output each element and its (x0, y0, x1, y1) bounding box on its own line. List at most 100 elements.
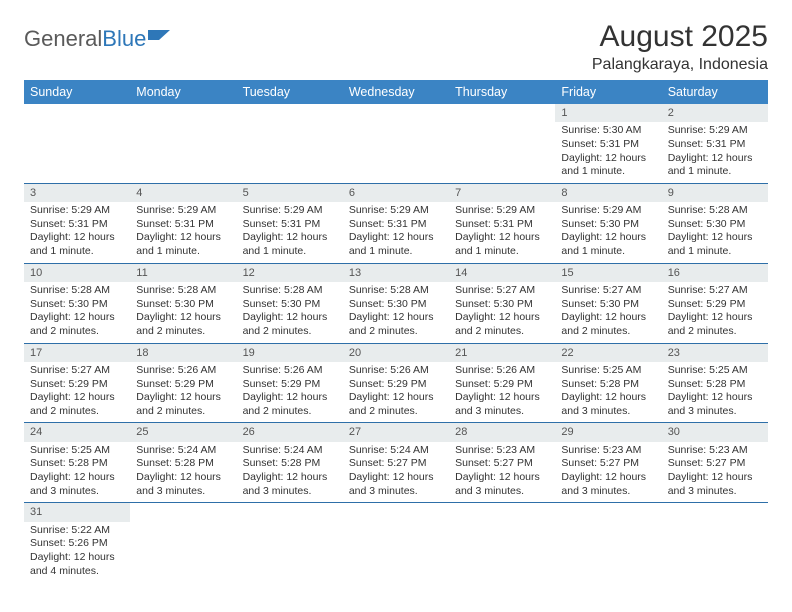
day-header: Monday (130, 80, 236, 104)
calendar-cell (24, 104, 130, 183)
day-number: 16 (662, 264, 768, 282)
day-details: Sunrise: 5:25 AMSunset: 5:28 PMDaylight:… (555, 362, 661, 423)
day-details: Sunrise: 5:29 AMSunset: 5:31 PMDaylight:… (130, 202, 236, 263)
calendar-cell: 16Sunrise: 5:27 AMSunset: 5:29 PMDayligh… (662, 263, 768, 343)
day-number: 6 (343, 184, 449, 202)
daylight-text: Daylight: 12 hours and 1 minute. (668, 231, 762, 258)
calendar-cell (449, 503, 555, 582)
calendar-cell: 6Sunrise: 5:29 AMSunset: 5:31 PMDaylight… (343, 183, 449, 263)
calendar-cell: 14Sunrise: 5:27 AMSunset: 5:30 PMDayligh… (449, 263, 555, 343)
calendar-cell (237, 104, 343, 183)
sunset-text: Sunset: 5:31 PM (561, 138, 655, 152)
sunset-text: Sunset: 5:28 PM (30, 457, 124, 471)
sunrise-text: Sunrise: 5:27 AM (668, 284, 762, 298)
daylight-text: Daylight: 12 hours and 1 minute. (243, 231, 337, 258)
sunset-text: Sunset: 5:30 PM (561, 298, 655, 312)
calendar-cell: 5Sunrise: 5:29 AMSunset: 5:31 PMDaylight… (237, 183, 343, 263)
daylight-text: Daylight: 12 hours and 2 minutes. (30, 311, 124, 338)
sunrise-text: Sunrise: 5:24 AM (136, 444, 230, 458)
day-number-empty (130, 104, 236, 122)
day-details: Sunrise: 5:22 AMSunset: 5:26 PMDaylight:… (24, 522, 130, 583)
sunrise-text: Sunrise: 5:26 AM (243, 364, 337, 378)
calendar-cell: 29Sunrise: 5:23 AMSunset: 5:27 PMDayligh… (555, 423, 661, 503)
sunset-text: Sunset: 5:31 PM (455, 218, 549, 232)
sunset-text: Sunset: 5:30 PM (561, 218, 655, 232)
day-number-empty (343, 104, 449, 122)
sunset-text: Sunset: 5:29 PM (136, 378, 230, 392)
calendar-cell: 18Sunrise: 5:26 AMSunset: 5:29 PMDayligh… (130, 343, 236, 423)
sunrise-text: Sunrise: 5:29 AM (30, 204, 124, 218)
day-number: 12 (237, 264, 343, 282)
sunset-text: Sunset: 5:31 PM (243, 218, 337, 232)
sunrise-text: Sunrise: 5:28 AM (136, 284, 230, 298)
sunset-text: Sunset: 5:30 PM (136, 298, 230, 312)
day-header: Sunday (24, 80, 130, 104)
daylight-text: Daylight: 12 hours and 1 minute. (136, 231, 230, 258)
sunset-text: Sunset: 5:29 PM (455, 378, 549, 392)
daylight-text: Daylight: 12 hours and 3 minutes. (243, 471, 337, 498)
header: GeneralBlue August 2025 Palangkaraya, In… (24, 20, 768, 74)
sunrise-text: Sunrise: 5:23 AM (455, 444, 549, 458)
day-details: Sunrise: 5:24 AMSunset: 5:28 PMDaylight:… (237, 442, 343, 503)
calendar-cell: 7Sunrise: 5:29 AMSunset: 5:31 PMDaylight… (449, 183, 555, 263)
sunrise-text: Sunrise: 5:26 AM (136, 364, 230, 378)
sunrise-text: Sunrise: 5:27 AM (561, 284, 655, 298)
daylight-text: Daylight: 12 hours and 2 minutes. (30, 391, 124, 418)
calendar-header-row: Sunday Monday Tuesday Wednesday Thursday… (24, 80, 768, 104)
calendar-cell: 21Sunrise: 5:26 AMSunset: 5:29 PMDayligh… (449, 343, 555, 423)
daylight-text: Daylight: 12 hours and 1 minute. (561, 152, 655, 179)
day-number: 26 (237, 423, 343, 441)
day-number-empty (555, 503, 661, 521)
sunset-text: Sunset: 5:31 PM (30, 218, 124, 232)
sunrise-text: Sunrise: 5:28 AM (30, 284, 124, 298)
sunrise-text: Sunrise: 5:29 AM (243, 204, 337, 218)
daylight-text: Daylight: 12 hours and 2 minutes. (561, 311, 655, 338)
calendar-cell (555, 503, 661, 582)
day-number: 2 (662, 104, 768, 122)
day-header: Wednesday (343, 80, 449, 104)
daylight-text: Daylight: 12 hours and 3 minutes. (668, 471, 762, 498)
calendar-cell (130, 503, 236, 582)
sunrise-text: Sunrise: 5:26 AM (455, 364, 549, 378)
sunset-text: Sunset: 5:26 PM (30, 537, 124, 551)
day-header: Saturday (662, 80, 768, 104)
day-number: 10 (24, 264, 130, 282)
sunrise-text: Sunrise: 5:24 AM (243, 444, 337, 458)
day-details: Sunrise: 5:30 AMSunset: 5:31 PMDaylight:… (555, 122, 661, 183)
day-details: Sunrise: 5:26 AMSunset: 5:29 PMDaylight:… (130, 362, 236, 423)
day-header: Friday (555, 80, 661, 104)
calendar-cell: 12Sunrise: 5:28 AMSunset: 5:30 PMDayligh… (237, 263, 343, 343)
calendar-cell: 30Sunrise: 5:23 AMSunset: 5:27 PMDayligh… (662, 423, 768, 503)
sunrise-text: Sunrise: 5:26 AM (349, 364, 443, 378)
sunset-text: Sunset: 5:29 PM (349, 378, 443, 392)
day-details: Sunrise: 5:23 AMSunset: 5:27 PMDaylight:… (555, 442, 661, 503)
sunset-text: Sunset: 5:28 PM (561, 378, 655, 392)
day-number: 22 (555, 344, 661, 362)
sunset-text: Sunset: 5:31 PM (136, 218, 230, 232)
daylight-text: Daylight: 12 hours and 2 minutes. (136, 311, 230, 338)
day-number: 3 (24, 184, 130, 202)
day-details: Sunrise: 5:26 AMSunset: 5:29 PMDaylight:… (237, 362, 343, 423)
brand-text-2: Blue (102, 26, 146, 52)
calendar-row: 17Sunrise: 5:27 AMSunset: 5:29 PMDayligh… (24, 343, 768, 423)
sunrise-text: Sunrise: 5:22 AM (30, 524, 124, 538)
day-number: 8 (555, 184, 661, 202)
sunrise-text: Sunrise: 5:29 AM (668, 124, 762, 138)
day-details: Sunrise: 5:28 AMSunset: 5:30 PMDaylight:… (130, 282, 236, 343)
day-number-empty (449, 503, 555, 521)
calendar-cell: 8Sunrise: 5:29 AMSunset: 5:30 PMDaylight… (555, 183, 661, 263)
calendar-cell: 2 Sunrise: 5:29 AMSunset: 5:31 PMDaylight… (662, 104, 768, 183)
calendar-table: Sunday Monday Tuesday Wednesday Thursday… (24, 80, 768, 582)
calendar-cell: 1Sunrise: 5:30 AMSunset: 5:31 PMDaylight… (555, 104, 661, 183)
sunrise-text: Sunrise: 5:29 AM (349, 204, 443, 218)
day-header: Thursday (449, 80, 555, 104)
daylight-text: Daylight: 12 hours and 1 minute. (668, 152, 762, 179)
day-number: 11 (130, 264, 236, 282)
day-number: 9 (662, 184, 768, 202)
sunset-text: Sunset: 5:31 PM (668, 138, 762, 152)
calendar-cell: 3Sunrise: 5:29 AMSunset: 5:31 PMDaylight… (24, 183, 130, 263)
day-number: 30 (662, 423, 768, 441)
day-details: Sunrise: 5:26 AMSunset: 5:29 PMDaylight:… (449, 362, 555, 423)
sunset-text: Sunset: 5:30 PM (243, 298, 337, 312)
calendar-cell: 22Sunrise: 5:25 AMSunset: 5:28 PMDayligh… (555, 343, 661, 423)
